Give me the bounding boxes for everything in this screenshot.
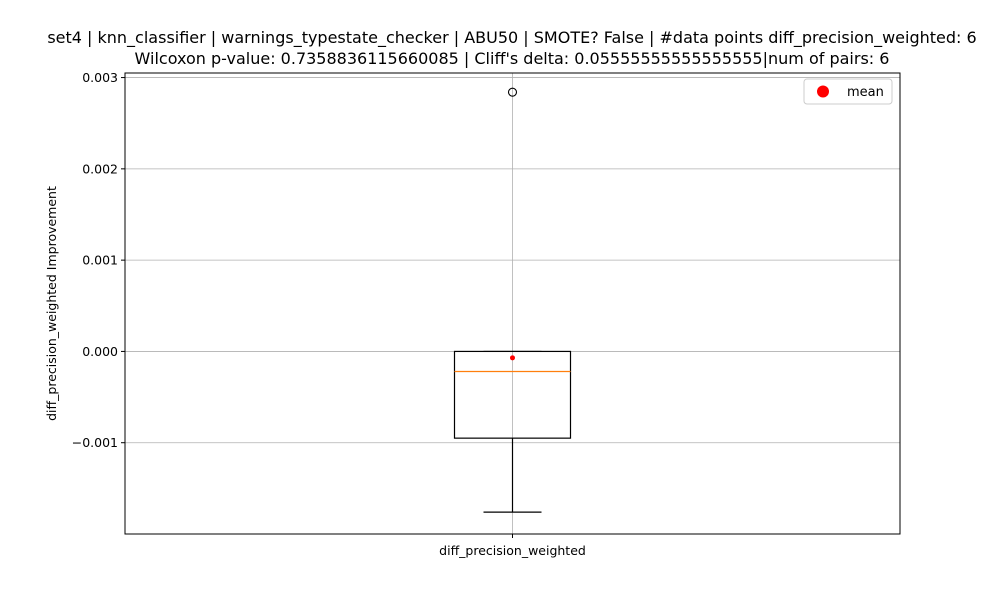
y-tick-label: −0.001 (72, 435, 118, 450)
chart-title-line-2: Wilcoxon p-value: 0.7358836115660085 | C… (135, 49, 890, 68)
legend-marker-mean (817, 85, 829, 98)
outlier-point (507, 87, 518, 97)
y-axis-ticks: −0.001 0.000 0.001 0.002 0.003 (72, 70, 125, 450)
plot-area (453, 87, 572, 513)
chart-title-line-1: set4 | knn_classifier | warnings_typesta… (47, 28, 976, 48)
y-tick-label: 0.003 (82, 70, 118, 85)
legend-box (803, 78, 893, 105)
box-group (453, 87, 572, 513)
legend: mean (803, 78, 893, 105)
grid-lines (125, 73, 900, 534)
legend-label-mean: mean (847, 85, 884, 100)
plot-frame (124, 72, 901, 535)
y-tick-label: 0.002 (82, 161, 118, 176)
x-axis-ticks: diff_precision_weighted (439, 534, 586, 558)
mean-marker (510, 355, 515, 361)
iqr-box (453, 350, 572, 439)
y-axis-label: diff_precision_weighted Improvement (44, 186, 59, 421)
y-tick-label: 0.001 (82, 253, 118, 268)
x-tick-label: diff_precision_weighted (439, 543, 586, 558)
y-tick-label: 0.000 (82, 344, 118, 359)
